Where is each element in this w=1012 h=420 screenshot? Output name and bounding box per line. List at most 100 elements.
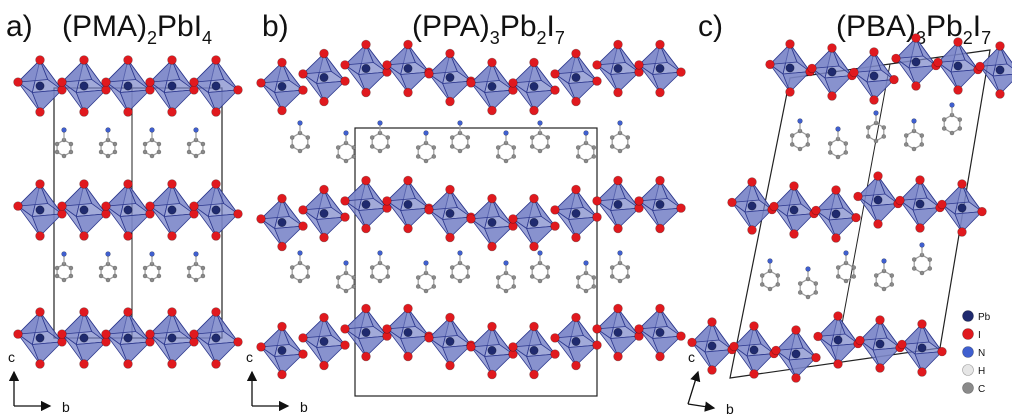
pb-atom xyxy=(211,81,221,91)
carbon-atom xyxy=(369,265,375,270)
organic-molecule xyxy=(609,250,631,284)
pb-atom xyxy=(873,195,883,205)
axes-a: c b xyxy=(8,349,70,415)
pb-atom xyxy=(995,65,1005,75)
iodine-atom xyxy=(592,60,602,70)
carbon-atom xyxy=(351,145,357,150)
pb-atom xyxy=(123,81,133,91)
nitrogen-atom xyxy=(377,250,383,256)
pb-atom xyxy=(529,218,539,228)
legend-label: I xyxy=(978,330,981,341)
panel-a-letter: a) xyxy=(6,10,33,43)
iodine-atom xyxy=(123,231,133,241)
iodine-atom xyxy=(298,333,308,343)
pbi6-octahedron xyxy=(634,39,686,98)
pb-atom xyxy=(79,81,89,91)
carbon-atom xyxy=(449,144,455,149)
nitrogen-atom xyxy=(797,118,803,124)
iodine-atom xyxy=(571,312,581,323)
organic-molecule xyxy=(335,260,357,294)
pbi6-octahedron xyxy=(13,55,67,117)
organic-molecule xyxy=(449,120,471,154)
carbon-atom xyxy=(537,148,543,154)
carbon-atom xyxy=(545,135,551,140)
pbi6-octahedron xyxy=(256,321,308,380)
carbon-atom xyxy=(537,278,543,284)
nitrogen-atom xyxy=(149,251,155,257)
panel-a-heading: a) (PMA)2PbI4 xyxy=(6,10,212,48)
pbi6-octahedron xyxy=(57,179,111,241)
carbon-atom xyxy=(865,125,871,130)
iodine-atom xyxy=(79,179,89,189)
pbi6-octahedron xyxy=(189,307,243,369)
legend-atom xyxy=(962,328,974,340)
lead-iodide-layers xyxy=(13,33,1012,383)
iodine-atom xyxy=(167,179,177,189)
carbon-atom xyxy=(156,149,162,155)
iodine-atom xyxy=(655,175,665,186)
carbon-atom xyxy=(105,277,111,283)
iodine-atom xyxy=(811,352,821,363)
pbi6-octahedron xyxy=(634,303,686,362)
pbi6-octahedron xyxy=(771,325,821,383)
carbon-atom xyxy=(759,282,765,287)
iodine-atom xyxy=(807,63,817,74)
carbon-atom xyxy=(68,149,74,155)
iodine-atom xyxy=(361,351,371,362)
carbon-atom xyxy=(385,274,391,279)
pb-atom xyxy=(707,341,717,351)
pb-atom xyxy=(749,345,759,355)
carbon-atom xyxy=(889,282,895,287)
carbon-atom xyxy=(881,125,887,130)
iodine-atom xyxy=(933,57,943,68)
pbi6-octahedron xyxy=(727,177,777,235)
pb-atom xyxy=(35,333,45,343)
iodine-atom xyxy=(57,77,67,87)
pb-atom xyxy=(361,327,371,337)
pbi6-octahedron xyxy=(189,179,243,241)
pb-atom xyxy=(917,343,927,353)
iodine-atom xyxy=(707,317,717,327)
pbi6-octahedron xyxy=(466,57,518,116)
iodine-atom xyxy=(277,241,287,252)
nitrogen-atom xyxy=(423,260,429,266)
carbon-atom xyxy=(843,141,849,146)
carbon-atom xyxy=(911,146,917,152)
iodine-atom xyxy=(35,359,45,369)
pbi6-octahedron xyxy=(101,307,155,369)
carbon-atom xyxy=(911,257,917,262)
panel-b-heading: b) (PPA)3Pb2I7 xyxy=(262,10,565,48)
iodine-atom xyxy=(101,329,111,339)
carbon-atom xyxy=(415,154,421,159)
iodine-atom xyxy=(529,241,539,252)
organic-molecule xyxy=(865,110,887,144)
nitrogen-atom xyxy=(919,242,925,248)
pb-atom xyxy=(613,200,623,210)
iodine-atom xyxy=(811,205,821,216)
iodine-atom xyxy=(995,41,1005,51)
iodine-atom xyxy=(550,333,560,343)
iodine-atom xyxy=(211,55,221,65)
pbi6-octahedron xyxy=(550,312,602,371)
iodine-atom xyxy=(361,39,371,50)
iodine-atom xyxy=(487,105,497,116)
iodine-atom xyxy=(35,231,45,241)
carbon-atom xyxy=(200,265,206,271)
carbon-atom xyxy=(919,142,925,147)
iodine-atom xyxy=(655,223,665,234)
pb-atom xyxy=(403,64,413,74)
iodine-atom xyxy=(873,219,883,229)
carbon-atom xyxy=(625,265,631,270)
organic-molecule xyxy=(54,251,74,283)
iodine-atom xyxy=(319,360,329,371)
iodine-atom xyxy=(613,303,623,314)
pb-atom xyxy=(953,61,963,71)
nitrogen-atom xyxy=(377,120,383,126)
iodine-atom xyxy=(813,331,823,342)
carbon-atom xyxy=(98,141,104,147)
iodine-atom xyxy=(911,33,921,43)
iodine-atom xyxy=(529,105,539,116)
iodine-atom xyxy=(785,87,795,97)
nitrogen-atom xyxy=(881,258,887,264)
